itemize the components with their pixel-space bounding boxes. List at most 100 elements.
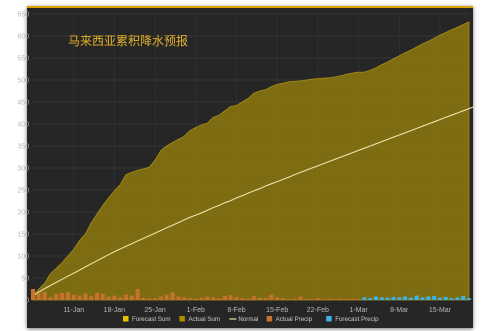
forecast-precip-bar (403, 296, 407, 300)
actual-precip-bar (264, 298, 268, 300)
legend-label: Normal (238, 316, 258, 323)
y-tick-label: 100 (17, 254, 29, 261)
y-tick-label: 50 (21, 276, 29, 283)
forecast-precip-bar (455, 297, 459, 300)
legend-label: Forecast Precip (335, 316, 379, 323)
actual-precip-bar (136, 289, 140, 300)
x-tick-label: 1-Feb (187, 307, 205, 314)
forecast-precip-bar (374, 296, 378, 300)
y-tick-label: 650 (17, 12, 29, 19)
actual-precip-bar (246, 299, 250, 300)
y-tick-label: 0 (25, 298, 29, 305)
x-tick-label: 15-Mar (429, 307, 452, 314)
y-tick-label: 300 (17, 166, 29, 173)
actual-precip-bar (147, 299, 151, 300)
actual-precip-bar (357, 299, 361, 300)
actual-precip-bar (159, 296, 163, 300)
actual-precip-bar (130, 296, 134, 300)
legend-label: Forecast Sum (132, 316, 171, 323)
y-tick-label: 400 (17, 122, 29, 129)
forecast-precip-bar (380, 297, 384, 300)
forecast-precip-bar (420, 297, 424, 300)
forecast-precip-bar (409, 298, 413, 300)
actual-precip-bar (77, 296, 81, 300)
actual-precip-bar (101, 294, 105, 300)
actual-precip-bar (234, 297, 238, 300)
actual-precip-bar (316, 298, 320, 300)
chart-title: 马来西亚累积降水预报 (68, 33, 188, 48)
legend-swatch (179, 316, 185, 322)
actual-precip-bar (72, 295, 76, 300)
forecast-precip-bar (426, 296, 430, 300)
actual-precip-bar (171, 293, 175, 300)
legend-label: Actual Precip (276, 316, 313, 323)
actual-precip-bar (205, 296, 209, 300)
forecast-precip-bar (397, 297, 401, 300)
forecast-precip-bar (391, 297, 395, 300)
x-tick-label: 15-Feb (266, 307, 288, 314)
actual-precip-bar (176, 296, 180, 300)
forecast-precip-bar (450, 298, 454, 300)
actual-precip-bar (217, 298, 221, 300)
actual-precip-bar (37, 293, 41, 300)
actual-precip-bar (89, 296, 93, 300)
actual-precip-bar (54, 294, 58, 300)
actual-precip-bar (153, 298, 157, 300)
legend-label: Actual Sum (188, 316, 220, 323)
actual-precip-bar (333, 299, 337, 300)
y-tick-label: 600 (17, 34, 29, 41)
actual-precip-bar (252, 296, 256, 300)
x-tick-label: 8-Mar (390, 307, 409, 314)
actual-precip-bar (60, 293, 64, 300)
actual-precip-bar (194, 299, 198, 300)
x-tick-label: 18-Jan (104, 307, 126, 314)
x-tick-label: 11-Jan (63, 307, 84, 314)
y-tick-label: 200 (17, 210, 29, 217)
actual-precip-bar (327, 299, 331, 300)
forecast-precip-bar (386, 298, 390, 300)
forecast-precip-bar (362, 297, 366, 300)
actual-precip-bar (339, 299, 343, 300)
actual-precip-bar (83, 293, 87, 300)
y-tick-label: 250 (17, 188, 29, 195)
x-tick-label: 1-Mar (349, 307, 368, 314)
forecast-precip-bar (438, 298, 442, 300)
y-tick-label: 350 (17, 144, 29, 151)
actual-precip-bar (298, 296, 302, 300)
actual-precip-bar (182, 297, 186, 300)
y-tick-label: 150 (17, 232, 29, 239)
legend: Forecast Sum Actual Sum Normal Actual Preci… (123, 316, 379, 323)
actual-precip-bar (281, 298, 285, 300)
actual-precip-bar (48, 297, 52, 300)
actual-precip-bar (141, 298, 145, 300)
actual-precip-bar (229, 295, 233, 300)
actual-precip-bar (345, 299, 349, 300)
forecast-precip-bar (467, 298, 471, 300)
actual-precip-bar (293, 299, 297, 300)
actual-precip-bar (124, 295, 128, 300)
actual-precip-bar (211, 297, 215, 300)
cumulative-area (33, 22, 469, 300)
actual-precip-bar (165, 295, 169, 300)
actual-precip-bar (287, 299, 291, 300)
cumulative-precip-area (33, 22, 469, 300)
actual-precip-bar (322, 299, 326, 300)
y-tick-label: 450 (17, 100, 29, 107)
legend-swatch (267, 316, 273, 322)
actual-precip-bar (188, 298, 192, 300)
actual-precip-bar (118, 297, 122, 300)
x-axis: 11-Jan 18-Jan 25-Jan 1-Feb 8-Feb 15-Feb 22-Feb… (63, 307, 451, 314)
actual-precip-bar (95, 293, 99, 300)
actual-precip-bar (223, 296, 227, 300)
actual-precip-bar (310, 299, 314, 300)
x-tick-label: 25-Jan (144, 307, 166, 314)
actual-precip-bar (304, 299, 308, 300)
actual-precip-bar (200, 298, 204, 300)
x-tick-label: 22-Feb (307, 307, 329, 314)
actual-precip-bar (107, 296, 111, 300)
actual-precip-bar (66, 292, 70, 300)
y-axis: 0 50 100 150 200 250 300 350 400 450 500 550 600 650 (17, 12, 29, 305)
y-tick-label: 500 (17, 78, 29, 85)
legend-swatch (123, 316, 129, 322)
